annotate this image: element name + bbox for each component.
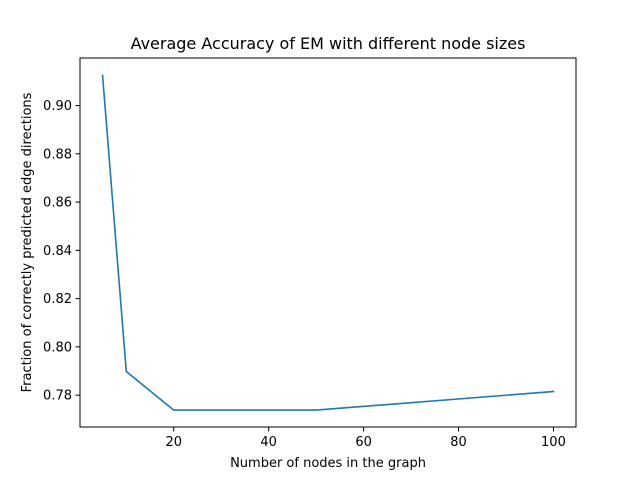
y-axis-ticks: 0.78 0.80 0.82 0.84 0.86 0.88 0.90	[43, 99, 80, 404]
x-tick-label: 80	[450, 435, 467, 450]
series-line	[101, 74, 555, 411]
y-tick-label: 0.80	[43, 340, 72, 355]
x-axis-ticks: 20 40 60 80 100	[165, 427, 566, 450]
x-tick-label: 60	[355, 435, 372, 450]
y-axis-label: Fraction of correctly predicted edge dir…	[20, 92, 35, 392]
y-tick-label: 0.86	[43, 196, 72, 211]
plot-frame	[79, 57, 577, 428]
y-tick-label: 0.78	[43, 389, 72, 404]
y-tick-label: 0.88	[43, 147, 72, 162]
x-axis-label: Number of nodes in the graph	[230, 456, 426, 471]
x-tick-label: 40	[260, 435, 277, 450]
x-tick-label: 100	[541, 435, 566, 450]
y-tick-label: 0.84	[43, 244, 72, 259]
x-tick-label: 20	[165, 435, 182, 450]
chart-title: Average Accuracy of EM with different no…	[131, 34, 526, 53]
y-tick-label: 0.82	[43, 292, 72, 307]
y-tick-label: 0.90	[43, 99, 72, 114]
